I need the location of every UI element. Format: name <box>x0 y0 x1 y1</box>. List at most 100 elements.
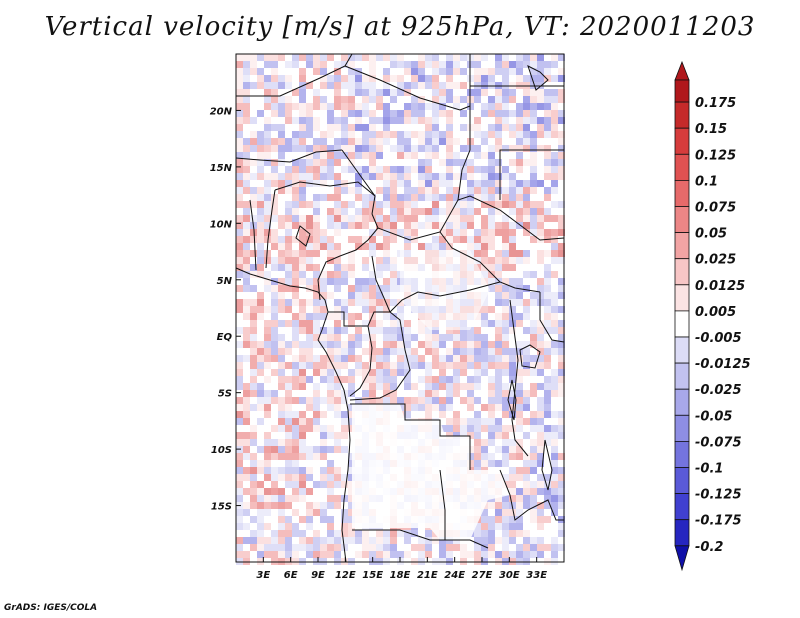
field-cell <box>474 229 481 236</box>
field-cell <box>355 215 362 222</box>
field-cell <box>250 187 257 194</box>
field-cell <box>439 103 446 110</box>
field-cell <box>502 75 509 82</box>
field-cell <box>299 425 306 432</box>
field-cell <box>425 82 432 89</box>
field-cell <box>397 397 404 404</box>
field-cell <box>418 397 425 404</box>
field-cell <box>299 75 306 82</box>
field-cell <box>432 103 439 110</box>
field-cell <box>488 110 495 117</box>
field-cell <box>481 243 488 250</box>
field-cell <box>250 404 257 411</box>
field-cell <box>558 376 565 383</box>
field-cell <box>467 222 474 229</box>
field-cell <box>334 544 341 551</box>
field-cell <box>341 376 348 383</box>
field-cell <box>271 369 278 376</box>
field-cell <box>348 271 355 278</box>
field-cell <box>376 362 383 369</box>
field-cell <box>432 145 439 152</box>
field-cell <box>383 341 390 348</box>
field-cell <box>439 334 446 341</box>
field-cell <box>236 201 243 208</box>
field-cell <box>481 194 488 201</box>
field-cell <box>432 75 439 82</box>
field-cell <box>278 516 285 523</box>
field-cell <box>509 397 516 404</box>
field-cell <box>383 110 390 117</box>
field-cell <box>376 103 383 110</box>
field-cell <box>313 180 320 187</box>
field-cell <box>460 397 467 404</box>
field-cell <box>250 369 257 376</box>
field-cell <box>348 369 355 376</box>
field-cell <box>306 516 313 523</box>
field-cell <box>250 537 257 544</box>
field-cell <box>292 509 299 516</box>
field-cell <box>243 285 250 292</box>
field-cell <box>397 530 404 537</box>
field-cell <box>376 327 383 334</box>
field-cell <box>418 61 425 68</box>
field-cell <box>285 264 292 271</box>
field-cell <box>327 236 334 243</box>
field-cell <box>362 201 369 208</box>
field-cell <box>236 96 243 103</box>
field-cell <box>271 481 278 488</box>
field-cell <box>397 362 404 369</box>
field-cell <box>495 355 502 362</box>
field-cell <box>299 537 306 544</box>
field-cell <box>376 215 383 222</box>
field-cell <box>418 138 425 145</box>
colorbar-segment <box>674 258 690 286</box>
field-cell <box>320 299 327 306</box>
field-cell <box>383 89 390 96</box>
field-cell <box>404 187 411 194</box>
field-cell <box>236 474 243 481</box>
field-cell <box>404 110 411 117</box>
field-cell <box>299 495 306 502</box>
field-cell <box>257 516 264 523</box>
field-cell <box>544 194 551 201</box>
field-cell <box>418 96 425 103</box>
field-cell <box>383 173 390 180</box>
field-cell <box>551 110 558 117</box>
field-cell <box>292 439 299 446</box>
field-cell <box>320 411 327 418</box>
field-cell <box>439 411 446 418</box>
field-cell <box>278 152 285 159</box>
field-cell <box>544 306 551 313</box>
field-cell <box>502 292 509 299</box>
field-cell <box>432 355 439 362</box>
field-cell <box>250 355 257 362</box>
field-cell <box>306 250 313 257</box>
field-cell <box>306 229 313 236</box>
field-cell <box>446 425 453 432</box>
field-cell <box>502 397 509 404</box>
field-cell <box>544 327 551 334</box>
field-cell <box>439 194 446 201</box>
field-cell <box>481 264 488 271</box>
field-cell <box>383 75 390 82</box>
colorbar-label: -0.075 <box>695 435 742 450</box>
field-cell <box>516 208 523 215</box>
field-cell <box>306 110 313 117</box>
field-cell <box>243 523 250 530</box>
field-cell <box>264 173 271 180</box>
field-cell <box>250 341 257 348</box>
field-cell <box>446 397 453 404</box>
field-cell <box>327 194 334 201</box>
colorbar-label: -0.125 <box>695 488 742 503</box>
field-cell <box>376 208 383 215</box>
colorbar-label: -0.2 <box>695 540 723 555</box>
field-cell <box>243 467 250 474</box>
field-cell <box>313 201 320 208</box>
field-cell <box>383 292 390 299</box>
field-cell <box>313 229 320 236</box>
field-cell <box>474 376 481 383</box>
field-cell <box>425 215 432 222</box>
field-cell <box>516 131 523 138</box>
field-cell <box>355 551 362 558</box>
field-cell <box>292 194 299 201</box>
